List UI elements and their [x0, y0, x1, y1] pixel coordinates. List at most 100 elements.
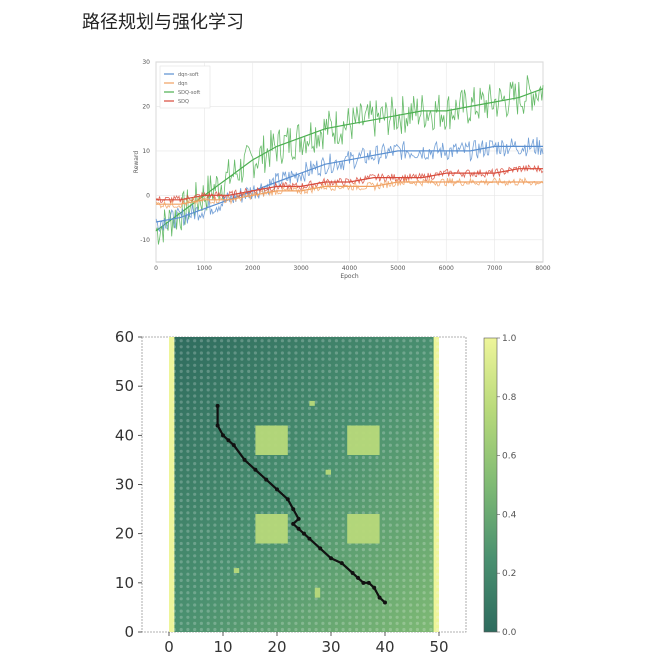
grid-cell — [402, 419, 406, 423]
grid-cell — [429, 369, 433, 373]
grid-cell — [233, 376, 237, 380]
grid-cell — [179, 578, 183, 583]
grid-cell — [382, 449, 386, 453]
grid-cell — [226, 382, 230, 386]
grid-cell — [220, 578, 224, 583]
grid-cell — [382, 560, 386, 564]
grid-cell — [233, 382, 237, 386]
grid-cell — [233, 560, 237, 564]
grid-cell — [267, 369, 271, 373]
grid-cell — [267, 597, 271, 601]
grid-cell — [402, 554, 406, 558]
grid-cell — [341, 339, 345, 343]
grid-cell — [220, 419, 224, 423]
grid-cell — [382, 474, 386, 478]
grid-cell — [429, 406, 433, 410]
grid-cell — [307, 498, 311, 503]
grid-cell — [382, 412, 386, 416]
grid-cell — [213, 462, 217, 466]
grid-cell — [213, 535, 217, 540]
grid-cell — [240, 511, 244, 515]
series-line-dqn-soft — [155, 137, 544, 233]
grid-cell — [429, 462, 433, 466]
grid-cell — [422, 505, 426, 509]
grid-cell — [436, 609, 440, 613]
grid-cell — [355, 400, 359, 404]
grid-cell — [280, 627, 284, 632]
colorbar-tick-label: 0.6 — [502, 452, 517, 462]
grid-cell — [186, 382, 190, 386]
grid-cell — [348, 455, 352, 460]
grid-cell — [395, 492, 399, 496]
grid-cell — [280, 511, 284, 515]
obstacle-block — [255, 425, 288, 455]
grid-cell — [321, 339, 325, 343]
grid-cell — [429, 425, 433, 429]
grid-cell — [341, 535, 345, 540]
grid-cell — [341, 541, 345, 546]
grid-cell — [422, 406, 426, 410]
grid-cell — [233, 627, 237, 632]
grid-cell — [274, 351, 278, 355]
grid-cell — [368, 339, 372, 343]
grid-cell — [375, 345, 379, 349]
grid-cell — [301, 591, 305, 595]
grid-cell — [341, 597, 345, 601]
grid-cell — [415, 431, 419, 435]
grid-cell — [267, 627, 271, 632]
grid-cell — [415, 351, 419, 355]
path-point — [372, 585, 377, 590]
grid-cell — [395, 486, 399, 490]
grid-cell — [375, 363, 379, 367]
grid-cell — [260, 578, 264, 583]
grid-cell — [368, 615, 372, 619]
grid-cell — [328, 578, 332, 583]
grid-cell — [361, 474, 365, 478]
grid-cell — [314, 584, 318, 589]
grid-cell — [247, 431, 251, 435]
grid-cell — [213, 578, 217, 583]
grid-cell — [307, 455, 311, 460]
grid-cell — [341, 566, 345, 570]
grid-cell — [172, 437, 176, 441]
grid-cell — [220, 511, 224, 515]
grid-cell — [361, 554, 365, 558]
grid-cell — [334, 498, 338, 503]
grid-cell — [355, 548, 359, 552]
grid-cell — [361, 548, 365, 552]
grid-cell — [436, 505, 440, 509]
grid-cell — [348, 480, 352, 484]
grid-cell — [314, 437, 318, 441]
grid-cell — [341, 529, 345, 533]
grid-cell — [247, 511, 251, 515]
grid-cell — [179, 498, 183, 503]
grid-cell — [321, 572, 325, 576]
grid-cell — [328, 455, 332, 460]
grid-cell — [314, 462, 318, 466]
grid-cell — [226, 480, 230, 484]
grid-cell — [328, 609, 332, 613]
grid-cell — [395, 351, 399, 355]
grid-cell — [193, 351, 197, 355]
grid-cell — [226, 591, 230, 595]
grid-cell — [334, 492, 338, 496]
grid-cell — [314, 603, 318, 607]
grid-cell — [375, 369, 379, 373]
grid-cell — [301, 511, 305, 515]
grid-cell — [382, 517, 386, 521]
grid-cell — [395, 498, 399, 503]
grid-cell — [361, 609, 365, 613]
grid-cell — [321, 591, 325, 595]
grid-cell — [409, 578, 413, 583]
grid-cell — [199, 388, 203, 392]
grid-cell — [375, 498, 379, 503]
grid-cell — [328, 615, 332, 619]
grid-cell — [220, 425, 224, 429]
grid-cell — [267, 554, 271, 558]
grid-cell — [314, 615, 318, 619]
grid-cell — [220, 603, 224, 607]
grid-cell — [280, 357, 284, 361]
grid-cell — [274, 412, 278, 416]
grid-cell — [179, 443, 183, 447]
grid-cell — [240, 566, 244, 570]
